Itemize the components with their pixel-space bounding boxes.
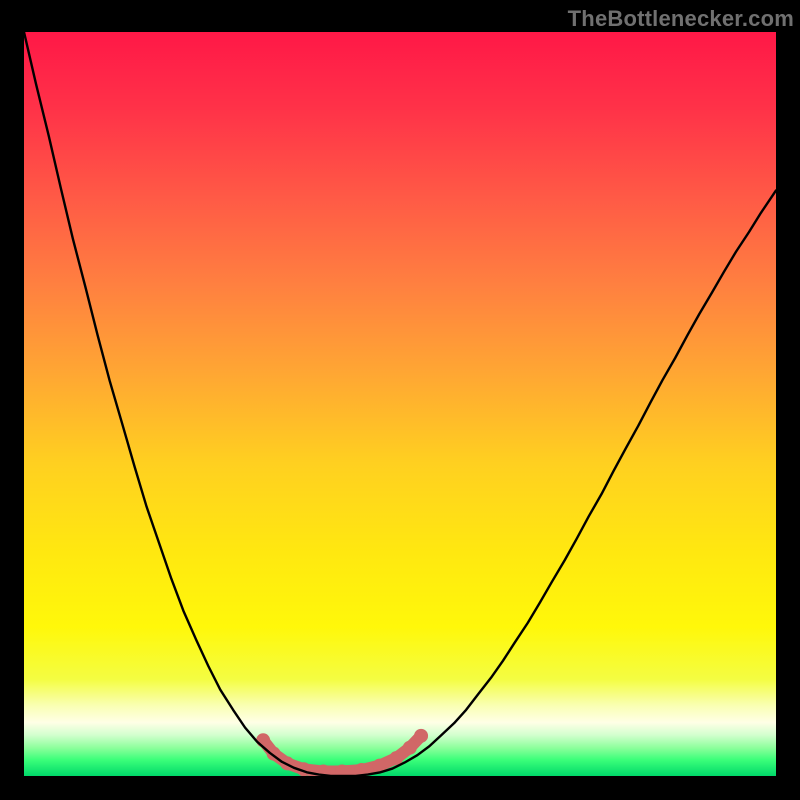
watermark-text: TheBottlenecker.com [568, 6, 794, 32]
chart-stage: TheBottlenecker.com [0, 0, 800, 800]
bottleneck-chart [24, 32, 776, 776]
gradient-background [24, 32, 776, 776]
